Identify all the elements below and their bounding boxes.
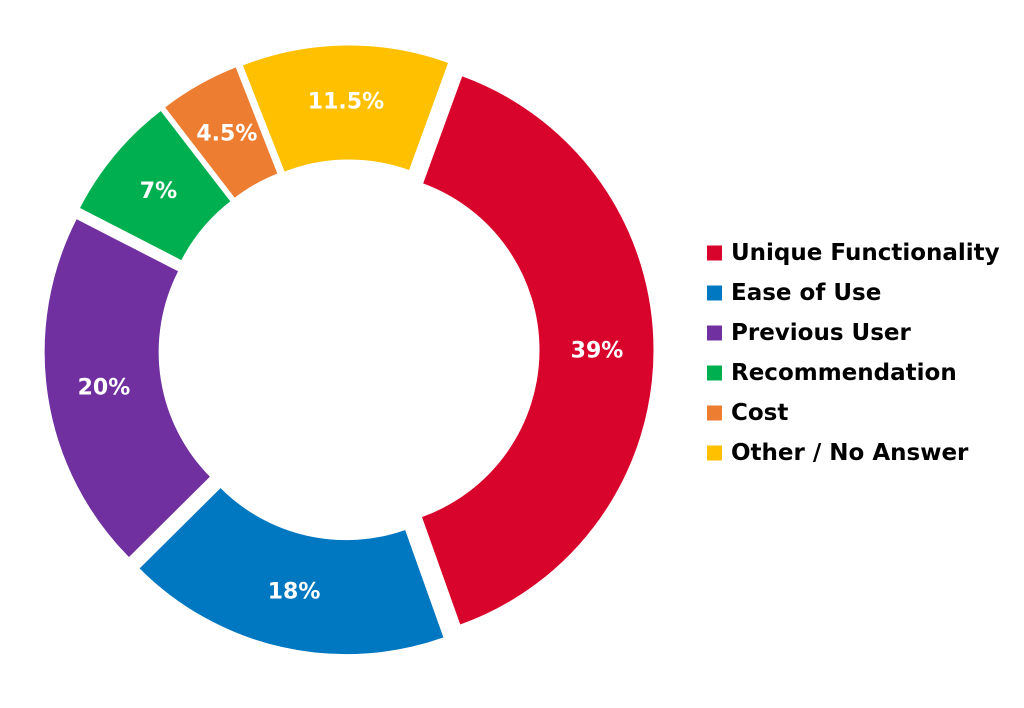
legend-swatch-previous-user: [707, 325, 722, 341]
legend-item-previous-user: Previous User: [707, 320, 912, 346]
legend: Unique Functionality Ease of Use Previous …: [707, 240, 1000, 466]
legend-label-other-no-answer: Other / No Answer: [731, 440, 969, 466]
legend-label-recommendation: Recommendation: [731, 360, 957, 386]
slice-label-cost: 4.5%: [196, 122, 257, 147]
slice-label-ease-of-use: 18%: [268, 579, 321, 604]
legend-swatch-recommendation: [707, 365, 722, 381]
legend-label-ease-of-use: Ease of Use: [731, 280, 881, 306]
slice-previous-user: [43, 217, 212, 559]
slice-unique-functionality: [420, 75, 655, 626]
slice-cost: [163, 66, 279, 200]
legend-item-ease-of-use: Ease of Use: [707, 280, 881, 306]
legend-item-recommendation: Recommendation: [707, 360, 957, 386]
legend-label-unique-functionality: Unique Functionality: [731, 240, 1000, 266]
slice-other-no-answer: [241, 44, 450, 173]
legend-item-other-no-answer: Other / No Answer: [707, 440, 969, 466]
slice-recommendation: [78, 109, 232, 262]
legend-swatch-cost: [707, 405, 722, 421]
slice-label-previous-user: 20%: [78, 375, 131, 400]
legend-item-unique-functionality: Unique Functionality: [707, 240, 1000, 266]
donut-slices: [43, 44, 655, 656]
legend-swatch-other-no-answer: [707, 445, 722, 461]
slice-label-other-no-answer: 11.5%: [308, 90, 384, 115]
slice-label-unique-functionality: 39%: [571, 338, 624, 363]
slice-ease-of-use: [138, 486, 445, 656]
slice-label-recommendation: 7%: [140, 179, 177, 204]
legend-label-previous-user: Previous User: [731, 320, 912, 346]
legend-item-cost: Cost: [707, 400, 788, 426]
slice-labels: 39% 18% 20% 7% 4.5% 11.5%: [78, 90, 624, 605]
legend-swatch-ease-of-use: [707, 285, 722, 301]
legend-label-cost: Cost: [731, 400, 788, 426]
legend-swatch-unique-functionality: [707, 245, 722, 261]
